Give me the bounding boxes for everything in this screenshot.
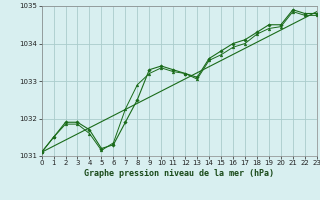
X-axis label: Graphe pression niveau de la mer (hPa): Graphe pression niveau de la mer (hPa) [84,169,274,178]
